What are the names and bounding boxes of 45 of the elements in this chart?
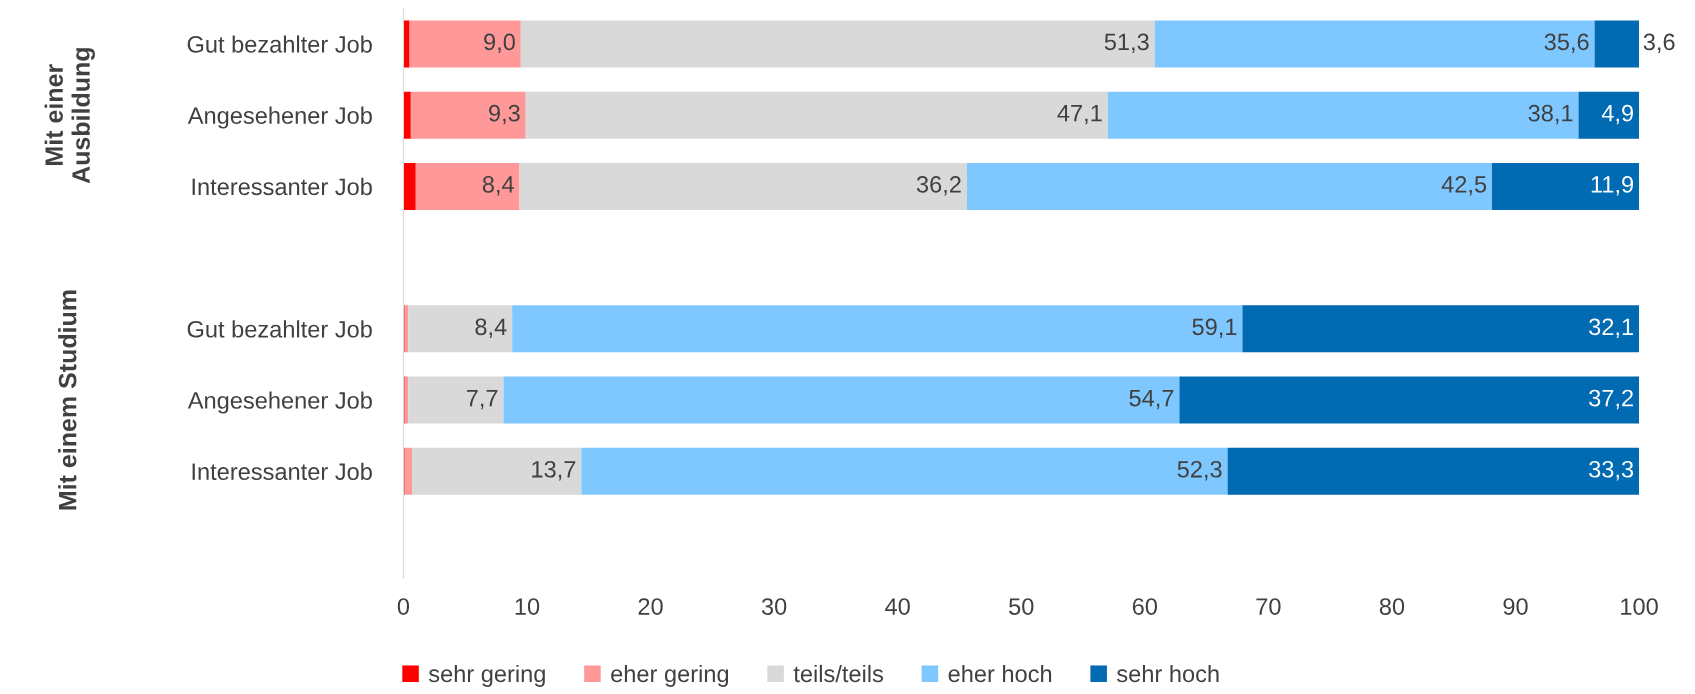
legend-label: eher hoch bbox=[948, 664, 1052, 683]
data-label: 59,1 bbox=[1192, 318, 1237, 338]
text: Mit einer Ausbildung bbox=[44, 48, 95, 184]
x-tick-label: 50 bbox=[1009, 598, 1034, 615]
data-label: 11,9 bbox=[1591, 176, 1634, 196]
x-tick-label: 40 bbox=[885, 598, 910, 615]
x-tick-label: 0 bbox=[397, 598, 410, 615]
x-tick-label: 10 bbox=[515, 598, 540, 615]
data-label: 42,5 bbox=[1441, 176, 1487, 196]
data-label: 9,0 bbox=[484, 33, 515, 54]
data-label: 51,3 bbox=[1104, 33, 1149, 54]
x-tick-label: 90 bbox=[1503, 598, 1528, 615]
data-label: 33,3 bbox=[1589, 460, 1634, 481]
data-label: 8,4 bbox=[482, 176, 514, 196]
data-label: 4,9 bbox=[1601, 104, 1634, 125]
data-label: 32,1 bbox=[1589, 318, 1633, 338]
data-label: 38,1 bbox=[1528, 104, 1573, 125]
data-label: 36,2 bbox=[916, 176, 961, 196]
x-tick-label: 20 bbox=[638, 598, 663, 615]
y-tick-label: Angesehener Job bbox=[187, 391, 372, 414]
text: Mit einem Studium bbox=[58, 290, 77, 510]
y-tick-label: Gut bezahlter Job bbox=[187, 320, 372, 338]
legend-label: sehr gering bbox=[428, 664, 545, 687]
legend-label: teils/teils bbox=[793, 664, 884, 683]
data-label: 8,4 bbox=[475, 318, 507, 338]
data-label: 9,3 bbox=[489, 104, 520, 125]
data-label: 47,1 bbox=[1057, 105, 1102, 125]
x-tick-label: 80 bbox=[1379, 598, 1405, 615]
data-label: 7,7 bbox=[466, 389, 498, 410]
x-tick-label: 100 bbox=[1621, 598, 1658, 615]
y-tick-label: Interessanter Job bbox=[192, 462, 372, 481]
x-tick-label: 30 bbox=[761, 598, 787, 615]
x-tick-label: 70 bbox=[1256, 598, 1281, 615]
data-label: 3,6 bbox=[1643, 33, 1675, 54]
x-tick-label: 60 bbox=[1132, 598, 1158, 615]
data-label: 35,6 bbox=[1544, 33, 1589, 54]
legend-label: sehr hoch bbox=[1117, 664, 1219, 683]
y-tick-label: Gut bezahlter Job bbox=[187, 35, 372, 53]
y-tick-label: Angesehener Job bbox=[187, 106, 372, 129]
data-label: 52,3 bbox=[1177, 460, 1222, 481]
data-label: 13,7 bbox=[532, 460, 576, 481]
legend-label: eher gering bbox=[611, 664, 729, 687]
y-tick-label: Interessanter Job bbox=[192, 177, 372, 196]
data-label: 37,2 bbox=[1589, 389, 1633, 410]
data-label: 54,7 bbox=[1129, 389, 1174, 410]
